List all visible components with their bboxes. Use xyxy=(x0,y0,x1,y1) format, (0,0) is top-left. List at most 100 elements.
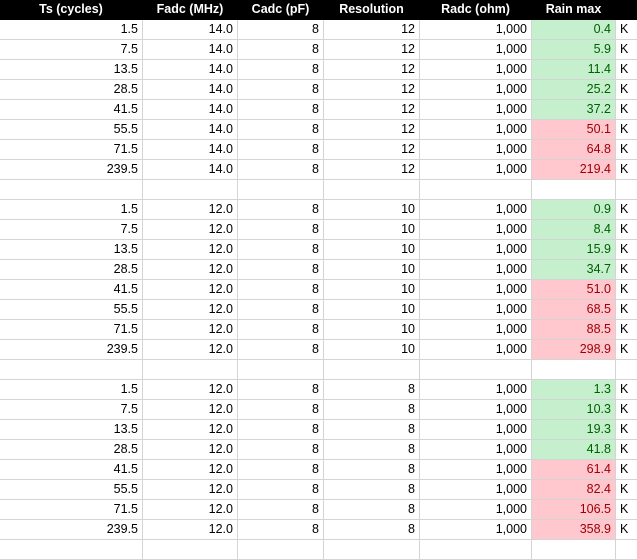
cell-cadc[interactable]: 8 xyxy=(238,520,324,540)
cell-unit[interactable]: K xyxy=(616,260,637,280)
empty-cell[interactable] xyxy=(0,540,143,560)
cell-unit[interactable]: K xyxy=(616,480,637,500)
header-rain-max[interactable]: Rain max xyxy=(532,0,616,20)
cell-cadc[interactable]: 8 xyxy=(238,440,324,460)
cell-resolution[interactable]: 10 xyxy=(324,340,420,360)
cell-radc[interactable]: 1,000 xyxy=(420,140,532,160)
cell-radc[interactable]: 1,000 xyxy=(420,340,532,360)
cell-rain-max[interactable]: 34.7 xyxy=(532,260,616,280)
cell-rain-max[interactable]: 0.4 xyxy=(532,20,616,40)
empty-cell[interactable] xyxy=(238,540,324,560)
cell-rain-max[interactable]: 61.4 xyxy=(532,460,616,480)
cell-ts[interactable]: 71.5 xyxy=(0,500,143,520)
cell-rain-max[interactable]: 68.5 xyxy=(532,300,616,320)
cell-resolution[interactable]: 12 xyxy=(324,40,420,60)
header-cadc[interactable]: Cadc (pF) xyxy=(238,0,324,20)
header-fadc[interactable]: Fadc (MHz) xyxy=(143,0,238,20)
empty-cell[interactable] xyxy=(238,180,324,200)
cell-resolution[interactable]: 10 xyxy=(324,240,420,260)
cell-unit[interactable]: K xyxy=(616,500,637,520)
cell-resolution[interactable]: 8 xyxy=(324,380,420,400)
cell-unit[interactable]: K xyxy=(616,320,637,340)
cell-radc[interactable]: 1,000 xyxy=(420,480,532,500)
cell-unit[interactable]: K xyxy=(616,340,637,360)
cell-cadc[interactable]: 8 xyxy=(238,320,324,340)
cell-unit[interactable]: K xyxy=(616,40,637,60)
cell-unit[interactable]: K xyxy=(616,380,637,400)
cell-cadc[interactable]: 8 xyxy=(238,220,324,240)
header-radc[interactable]: Radc (ohm) xyxy=(420,0,532,20)
cell-radc[interactable]: 1,000 xyxy=(420,440,532,460)
cell-rain-max[interactable]: 41.8 xyxy=(532,440,616,460)
cell-rain-max[interactable]: 51.0 xyxy=(532,280,616,300)
cell-fadc[interactable]: 12.0 xyxy=(143,520,238,540)
cell-ts[interactable]: 71.5 xyxy=(0,140,143,160)
cell-resolution[interactable]: 12 xyxy=(324,160,420,180)
cell-ts[interactable]: 13.5 xyxy=(0,420,143,440)
cell-ts[interactable]: 7.5 xyxy=(0,400,143,420)
cell-ts[interactable]: 13.5 xyxy=(0,60,143,80)
empty-cell[interactable] xyxy=(143,180,238,200)
cell-rain-max[interactable]: 219.4 xyxy=(532,160,616,180)
cell-ts[interactable]: 7.5 xyxy=(0,220,143,240)
cell-fadc[interactable]: 12.0 xyxy=(143,300,238,320)
cell-ts[interactable]: 41.5 xyxy=(0,100,143,120)
cell-ts[interactable]: 1.5 xyxy=(0,20,143,40)
cell-ts[interactable]: 1.5 xyxy=(0,200,143,220)
cell-resolution[interactable]: 8 xyxy=(324,400,420,420)
cell-resolution[interactable]: 10 xyxy=(324,220,420,240)
cell-resolution[interactable]: 8 xyxy=(324,480,420,500)
cell-radc[interactable]: 1,000 xyxy=(420,20,532,40)
cell-rain-max[interactable]: 11.4 xyxy=(532,60,616,80)
cell-unit[interactable]: K xyxy=(616,20,637,40)
cell-resolution[interactable]: 8 xyxy=(324,500,420,520)
cell-unit[interactable]: K xyxy=(616,120,637,140)
cell-ts[interactable]: 55.5 xyxy=(0,480,143,500)
cell-unit[interactable]: K xyxy=(616,400,637,420)
cell-ts[interactable]: 28.5 xyxy=(0,260,143,280)
cell-cadc[interactable]: 8 xyxy=(238,60,324,80)
cell-radc[interactable]: 1,000 xyxy=(420,280,532,300)
empty-cell[interactable] xyxy=(420,360,532,380)
empty-cell[interactable] xyxy=(532,180,616,200)
cell-ts[interactable]: 28.5 xyxy=(0,80,143,100)
cell-cadc[interactable]: 8 xyxy=(238,480,324,500)
cell-cadc[interactable]: 8 xyxy=(238,500,324,520)
cell-resolution[interactable]: 12 xyxy=(324,60,420,80)
cell-rain-max[interactable]: 15.9 xyxy=(532,240,616,260)
cell-cadc[interactable]: 8 xyxy=(238,460,324,480)
cell-fadc[interactable]: 14.0 xyxy=(143,40,238,60)
cell-fadc[interactable]: 12.0 xyxy=(143,500,238,520)
cell-fadc[interactable]: 14.0 xyxy=(143,80,238,100)
cell-cadc[interactable]: 8 xyxy=(238,100,324,120)
cell-cadc[interactable]: 8 xyxy=(238,200,324,220)
cell-fadc[interactable]: 12.0 xyxy=(143,320,238,340)
cell-unit[interactable]: K xyxy=(616,420,637,440)
cell-radc[interactable]: 1,000 xyxy=(420,40,532,60)
cell-ts[interactable]: 239.5 xyxy=(0,520,143,540)
cell-unit[interactable]: K xyxy=(616,60,637,80)
cell-rain-max[interactable]: 1.3 xyxy=(532,380,616,400)
cell-fadc[interactable]: 12.0 xyxy=(143,280,238,300)
cell-rain-max[interactable]: 25.2 xyxy=(532,80,616,100)
cell-radc[interactable]: 1,000 xyxy=(420,220,532,240)
cell-fadc[interactable]: 12.0 xyxy=(143,440,238,460)
cell-resolution[interactable]: 10 xyxy=(324,200,420,220)
empty-cell[interactable] xyxy=(420,180,532,200)
cell-resolution[interactable]: 8 xyxy=(324,440,420,460)
cell-radc[interactable]: 1,000 xyxy=(420,60,532,80)
cell-unit[interactable]: K xyxy=(616,160,637,180)
cell-fadc[interactable]: 12.0 xyxy=(143,240,238,260)
cell-rain-max[interactable]: 64.8 xyxy=(532,140,616,160)
empty-cell[interactable] xyxy=(324,360,420,380)
cell-radc[interactable]: 1,000 xyxy=(420,160,532,180)
header-resolution[interactable]: Resolution xyxy=(324,0,420,20)
cell-resolution[interactable]: 8 xyxy=(324,420,420,440)
cell-resolution[interactable]: 12 xyxy=(324,20,420,40)
cell-rain-max[interactable]: 8.4 xyxy=(532,220,616,240)
cell-unit[interactable]: K xyxy=(616,220,637,240)
cell-ts[interactable]: 239.5 xyxy=(0,340,143,360)
cell-resolution[interactable]: 10 xyxy=(324,260,420,280)
cell-radc[interactable]: 1,000 xyxy=(420,80,532,100)
cell-radc[interactable]: 1,000 xyxy=(420,320,532,340)
